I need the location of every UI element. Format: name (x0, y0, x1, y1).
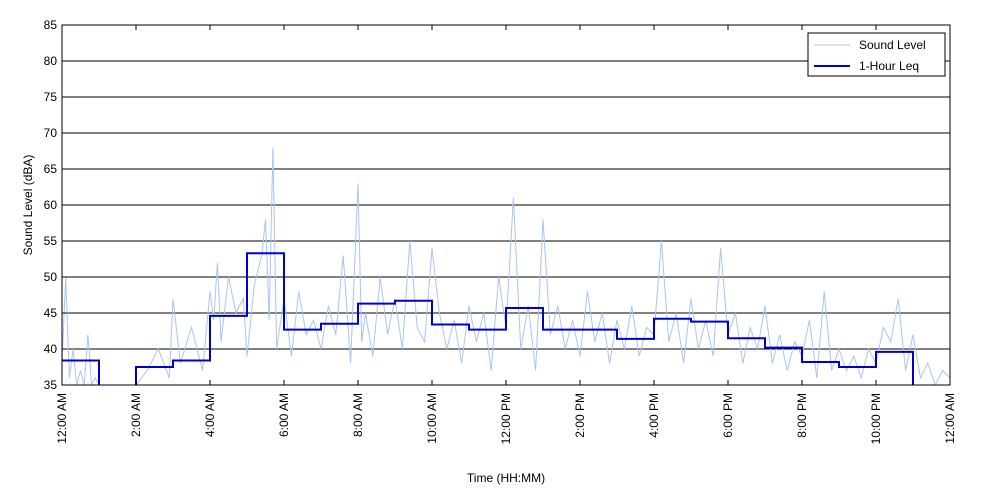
x-tick-label: 8:00 PM (795, 393, 809, 438)
y-tick-label: 40 (44, 342, 58, 356)
legend-box (807, 32, 946, 77)
x-tick-label: 10:00 PM (869, 393, 883, 444)
y-tick-label: 70 (44, 126, 58, 140)
y-axis-title: Sound Level (dBA) (21, 155, 35, 256)
y-tick-label: 35 (44, 378, 58, 392)
tick-marks (61, 24, 951, 386)
y-tick-labels: 35 40 45 50 55 60 65 70 75 80 85 (44, 18, 58, 392)
y-tick-label: 60 (44, 198, 58, 212)
legend-label-1-hour-leq: 1-Hour Leq (859, 59, 919, 73)
y-tick-label: 75 (44, 90, 58, 104)
y-tick-label: 80 (44, 54, 58, 68)
x-tick-label: 4:00 PM (647, 393, 661, 438)
x-tick-label: 8:00 AM (351, 393, 365, 437)
y-tick-label: 45 (44, 306, 58, 320)
x-axis-title: Time (HH:MM) (467, 471, 545, 485)
y-tick-label: 50 (44, 270, 58, 284)
y-tick-label: 55 (44, 234, 58, 248)
x-tick-label: 10:00 AM (425, 393, 439, 444)
x-tick-label: 12:00 AM (55, 393, 69, 444)
y-tick-label: 85 (44, 18, 58, 32)
x-tick-labels: 12:00 AM 2:00 AM 4:00 AM 6:00 AM 8:00 AM 10:0… (55, 393, 957, 444)
x-tick-label: 6:00 PM (721, 393, 735, 438)
x-tick-label: 6:00 AM (277, 393, 291, 437)
legend: Sound Level 1-Hour Leq (807, 32, 946, 77)
y-tick-label: 65 (44, 162, 58, 176)
x-tick-label: 2:00 PM (573, 393, 587, 438)
x-tick-label: 12:00 AM (943, 393, 957, 444)
x-tick-label: 2:00 AM (129, 393, 143, 437)
series-layer (62, 147, 950, 385)
x-tick-label: 12:00 PM (499, 393, 513, 444)
x-tick-label: 4:00 AM (203, 393, 217, 437)
legend-label-sound-level: Sound Level (859, 38, 926, 52)
series-line-1-hour-leq (62, 252, 914, 385)
